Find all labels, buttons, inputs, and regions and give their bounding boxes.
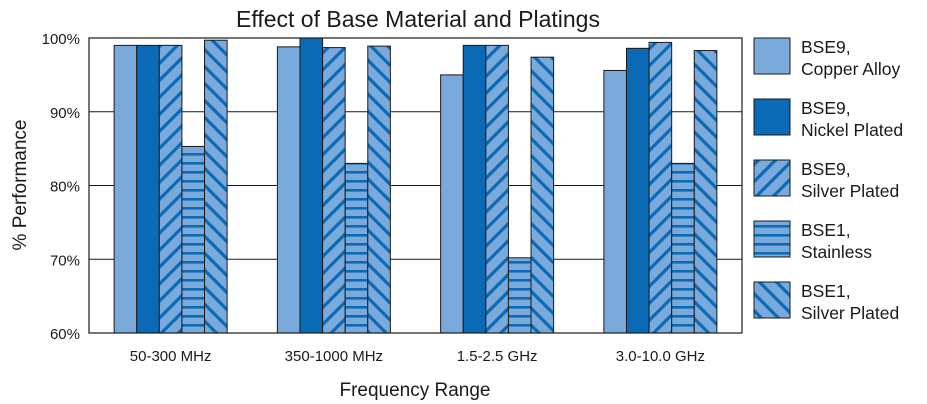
legend-label: BSE9, (801, 98, 851, 118)
y-tick-label: 100% (42, 31, 80, 48)
bar (181, 145, 206, 334)
bar (113, 44, 138, 334)
legend-swatch (753, 159, 791, 197)
legend-label: BSE1, (801, 220, 851, 240)
bar (485, 44, 509, 334)
bar (507, 257, 532, 334)
bar (299, 37, 324, 334)
x-tick-label: 350-1000 MHz (285, 348, 383, 365)
bar (693, 50, 718, 334)
bar (625, 47, 650, 334)
bar (276, 46, 301, 334)
legend-label: BSE9, (801, 37, 851, 57)
legend-label: BSE1, (801, 281, 851, 301)
chart-title: Effect of Base Material and Platings (236, 6, 600, 32)
legend-label: Silver Plated (801, 181, 899, 201)
bar (344, 162, 369, 334)
bar (462, 44, 487, 334)
bar (671, 162, 695, 334)
bar (158, 44, 183, 334)
bar (204, 39, 228, 334)
y-tick-label: 80% (50, 179, 80, 196)
legend-label: Copper Alloy (801, 59, 900, 79)
bar (136, 44, 160, 334)
x-tick-label: 50-300 MHz (130, 348, 212, 365)
legend-swatch (753, 98, 791, 136)
y-axis-label: % Performance (10, 120, 31, 251)
bars (113, 37, 718, 334)
y-tick-label: 90% (50, 105, 80, 122)
bar (440, 74, 464, 334)
x-axis-label: Frequency Range (339, 380, 490, 401)
legend-label: Nickel Plated (801, 120, 903, 140)
bar (367, 45, 391, 334)
legend-label: BSE9, (801, 159, 851, 179)
y-axis-ticks: 60% 70% 80% 90% 100% (42, 31, 80, 343)
y-tick-label: 70% (50, 252, 80, 269)
x-axis-ticks: 50-300 MHz 350-1000 MHz 1.5-2.5 GHz 3.0-10.… (130, 348, 705, 365)
legend-swatch (753, 281, 791, 319)
bar (530, 56, 555, 334)
x-tick-label: 1.5-2.5 GHz (457, 348, 538, 365)
bar (648, 41, 673, 334)
x-tick-label: 3.0-10.0 GHz (616, 348, 705, 365)
plot-frame (88, 37, 743, 334)
y-tick-label: 60% (50, 326, 80, 343)
legend-swatch (753, 37, 791, 75)
bar (603, 69, 627, 334)
legend-label: Stainless (801, 242, 872, 262)
legend-swatch (753, 220, 791, 258)
legend-label: Silver Plated (801, 303, 899, 323)
bar (322, 47, 346, 334)
